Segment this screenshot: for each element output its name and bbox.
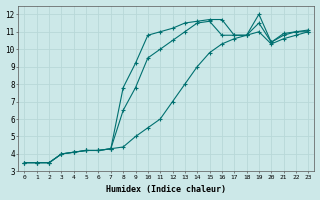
- X-axis label: Humidex (Indice chaleur): Humidex (Indice chaleur): [106, 185, 226, 194]
